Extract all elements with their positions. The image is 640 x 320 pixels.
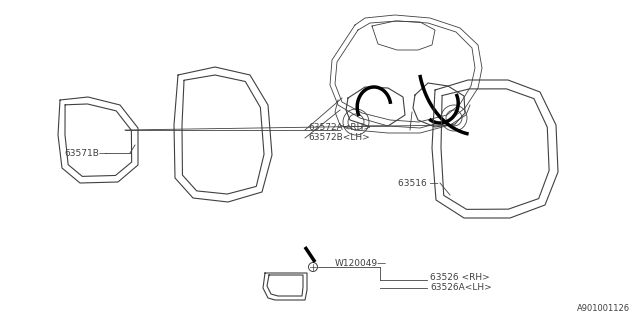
Text: A901001126: A901001126 [577, 304, 630, 313]
Text: 63572B<LH>: 63572B<LH> [308, 133, 370, 142]
Text: W120049—: W120049— [335, 260, 387, 268]
Text: 63526 <RH>: 63526 <RH> [430, 274, 490, 283]
Text: 63526A<LH>: 63526A<LH> [430, 283, 492, 292]
Text: 63572A<RH>: 63572A<RH> [308, 124, 371, 132]
Text: 63571B—: 63571B— [64, 148, 108, 157]
Text: 63516 —: 63516 — [398, 179, 438, 188]
